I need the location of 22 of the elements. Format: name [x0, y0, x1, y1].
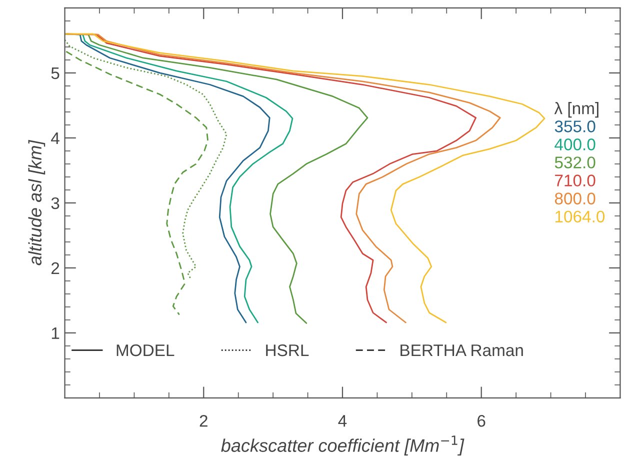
y-tick-label: 1	[52, 327, 60, 339]
y-tick-label: 2	[51, 262, 60, 274]
x-tick-label: 6	[478, 414, 486, 427]
x-tick-label: 4	[338, 415, 347, 427]
text: 800.0	[554, 192, 596, 204]
annotation: MODEL	[116, 344, 174, 356]
legend-title: λ [nm]	[554, 102, 598, 118]
text: 1064.0	[555, 210, 605, 222]
line-series	[65, 50, 208, 316]
y-axis-title: altitude asl [km]	[28, 140, 46, 266]
line-series	[64, 39, 228, 280]
x-axis-title: backscatter coefficient [Mm$^{−1}$]	[221, 436, 464, 456]
y-tick-label: 4	[51, 132, 60, 144]
annotation: HSRL	[266, 344, 309, 356]
text: 355.0	[554, 120, 596, 132]
y-tick-label: 5	[51, 68, 60, 80]
annotation: BERTHA Raman	[400, 344, 523, 356]
x-tick-label: 2	[200, 414, 208, 427]
y-tick-label: 3	[51, 197, 60, 210]
text: 400.0	[554, 138, 596, 150]
text: 532.0	[554, 156, 596, 168]
text: 710.0	[555, 174, 596, 186]
